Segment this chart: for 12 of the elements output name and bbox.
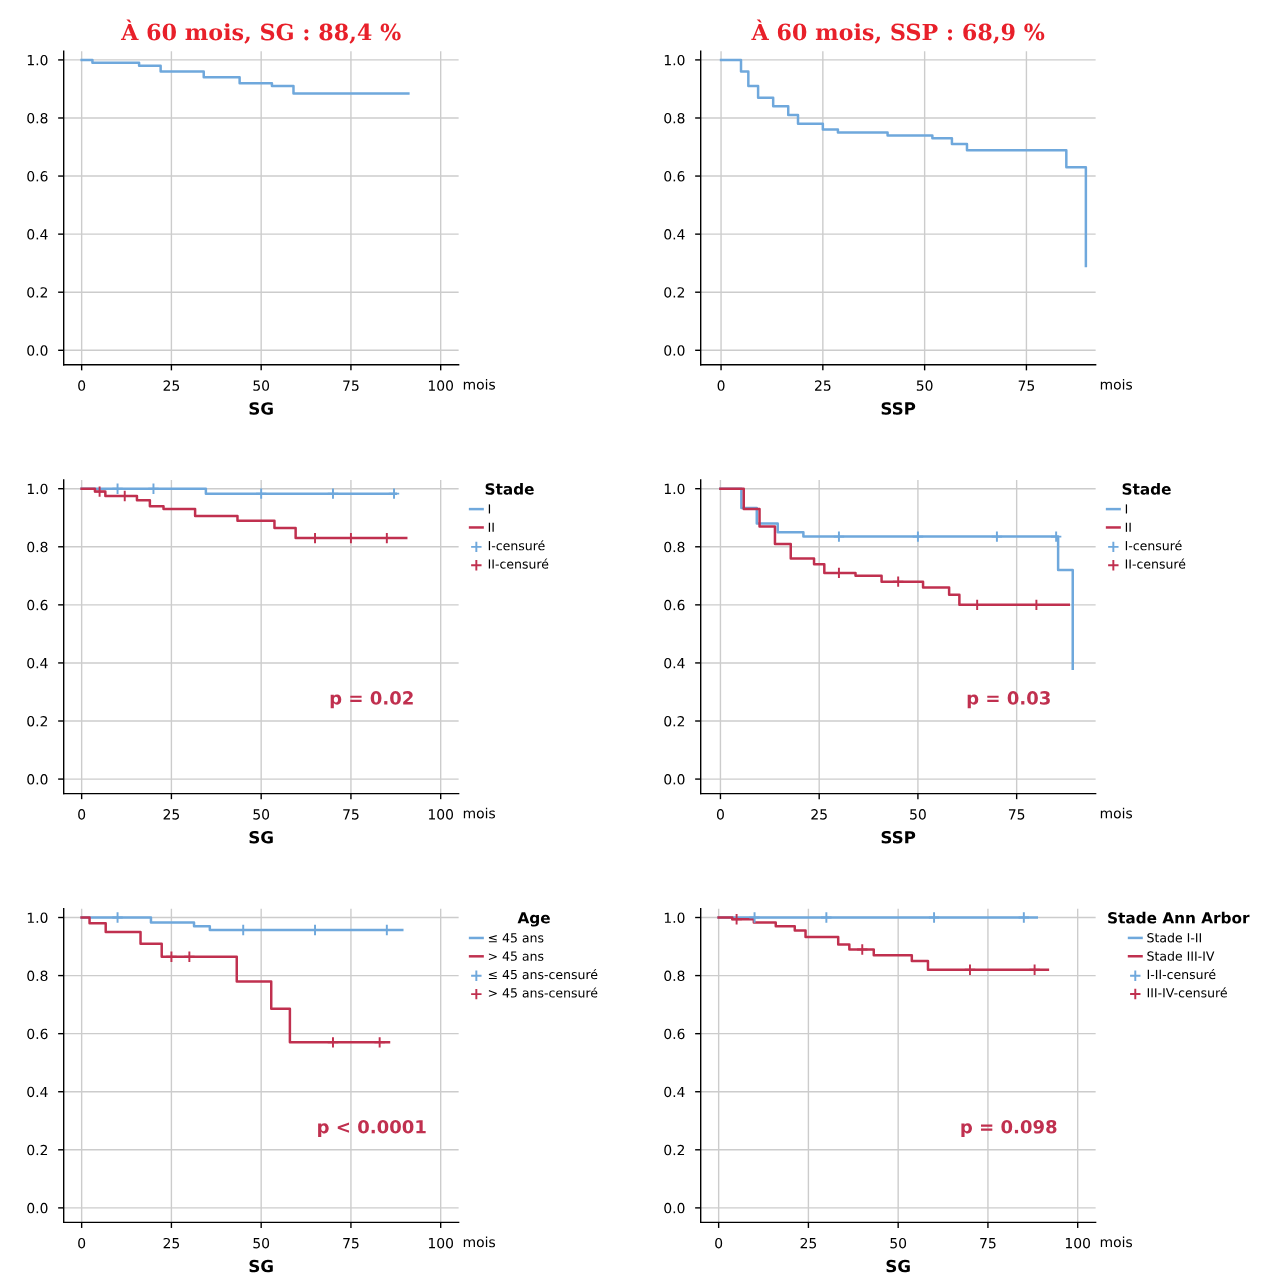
chart-title: À 60 mois, SSP : 68,9 % (751, 19, 1045, 44)
annotation: p = 0.02 (330, 691, 413, 709)
x-axis-title: SG (249, 830, 273, 844)
chart-title: À 60 mois, SG : 88,4 % (120, 19, 401, 44)
x-axis-title: SG (249, 1259, 273, 1273)
annotation: p < 0.0001 (318, 1119, 426, 1138)
annotation: p = 0.03 (967, 691, 1050, 709)
annotation: p = 0.098 (961, 1119, 1057, 1138)
x-axis-title: SSP (881, 830, 916, 844)
x-axis-title: SG (886, 1259, 910, 1273)
x-axis-title: SSP (881, 402, 916, 415)
x-axis-title: SG (249, 402, 273, 415)
